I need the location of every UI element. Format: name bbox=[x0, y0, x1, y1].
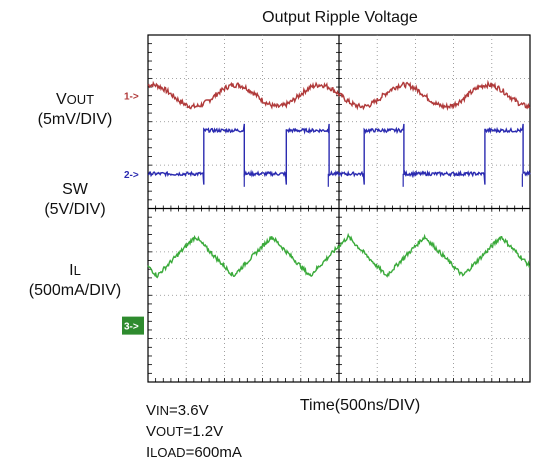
il-label-main: I bbox=[69, 262, 74, 279]
sw-label: SW (5V/DIV) bbox=[20, 180, 130, 220]
channel-1-marker: 1-> bbox=[124, 92, 139, 103]
sw-scale: (5V/DIV) bbox=[44, 201, 106, 218]
iload-sub: LOAD bbox=[150, 445, 186, 460]
vout-label: VOUT (5mV/DIV) bbox=[20, 90, 130, 130]
vout-scale: (5mV/DIV) bbox=[37, 111, 113, 128]
condition-vout: VOUT=1.2V bbox=[146, 421, 223, 442]
vout-label-sub: OUT bbox=[66, 92, 95, 107]
il-trace bbox=[147, 232, 530, 279]
vout-cond-sub: OUT bbox=[156, 424, 184, 439]
condition-vin: VIN=3.6V bbox=[146, 400, 209, 421]
sw-trace bbox=[147, 123, 531, 185]
vout-cond-main: V bbox=[146, 423, 157, 440]
sw-label-main: SW bbox=[62, 181, 88, 198]
vin-sub: IN bbox=[156, 403, 170, 418]
vout-label-main: V bbox=[55, 91, 67, 108]
condition-iload: ILOAD=600mA bbox=[146, 442, 242, 463]
il-scale: (500mA/DIV) bbox=[28, 282, 122, 299]
channel-3-marker-box bbox=[122, 316, 144, 335]
il-label-sub: L bbox=[73, 263, 81, 278]
vin-main: V bbox=[146, 402, 157, 419]
vout-trace bbox=[147, 79, 531, 111]
x-axis-label: Time(500ns/DIV) bbox=[299, 397, 421, 414]
iload-value: =600mA bbox=[185, 444, 242, 461]
iload-main: I bbox=[146, 444, 151, 461]
vout-cond-value: =1.2V bbox=[183, 423, 224, 440]
il-label: IL (500mA/DIV) bbox=[0, 261, 150, 301]
channel-2-marker: 2-> bbox=[124, 170, 139, 181]
chart-title: Output Ripple Voltage bbox=[262, 9, 418, 26]
vin-value: =3.6V bbox=[169, 402, 209, 419]
channel-3-marker: 3-> bbox=[124, 322, 139, 333]
